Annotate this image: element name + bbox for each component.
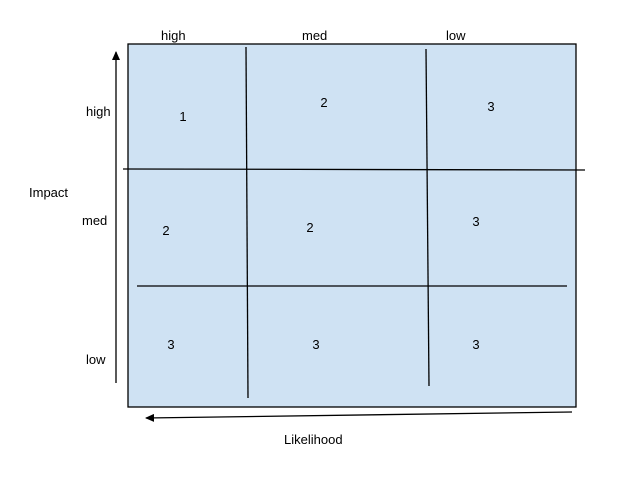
column-header-med: med	[302, 28, 328, 43]
cell-r1-c1: 1	[179, 109, 187, 124]
likelihood-axis-label: Likelihood	[284, 432, 343, 447]
cell-r2-c1: 2	[162, 223, 170, 238]
column-header-low: low	[446, 28, 466, 43]
cell-r2-c3: 3	[472, 214, 480, 229]
row-header-high: high	[86, 104, 111, 119]
likelihood-axis-arrow	[145, 411, 573, 422]
cell-r3-c1: 3	[167, 337, 175, 352]
row-header-med: med	[82, 213, 108, 228]
grid-line-vertical-2	[425, 48, 430, 387]
cell-r3-c2: 3	[312, 337, 320, 352]
impact-axis-label: Impact	[29, 185, 69, 200]
cell-r1-c3: 3	[487, 99, 495, 114]
cell-r3-c3: 3	[472, 337, 480, 352]
cell-r2-c2: 2	[306, 220, 314, 235]
grid-line-vertical-1	[245, 46, 249, 399]
grid-line-horizontal-1	[122, 168, 586, 171]
column-header-high: high	[161, 28, 186, 43]
matrix-area	[127, 43, 577, 408]
row-header-low: low	[86, 352, 106, 367]
cell-r1-c2: 2	[320, 95, 328, 110]
